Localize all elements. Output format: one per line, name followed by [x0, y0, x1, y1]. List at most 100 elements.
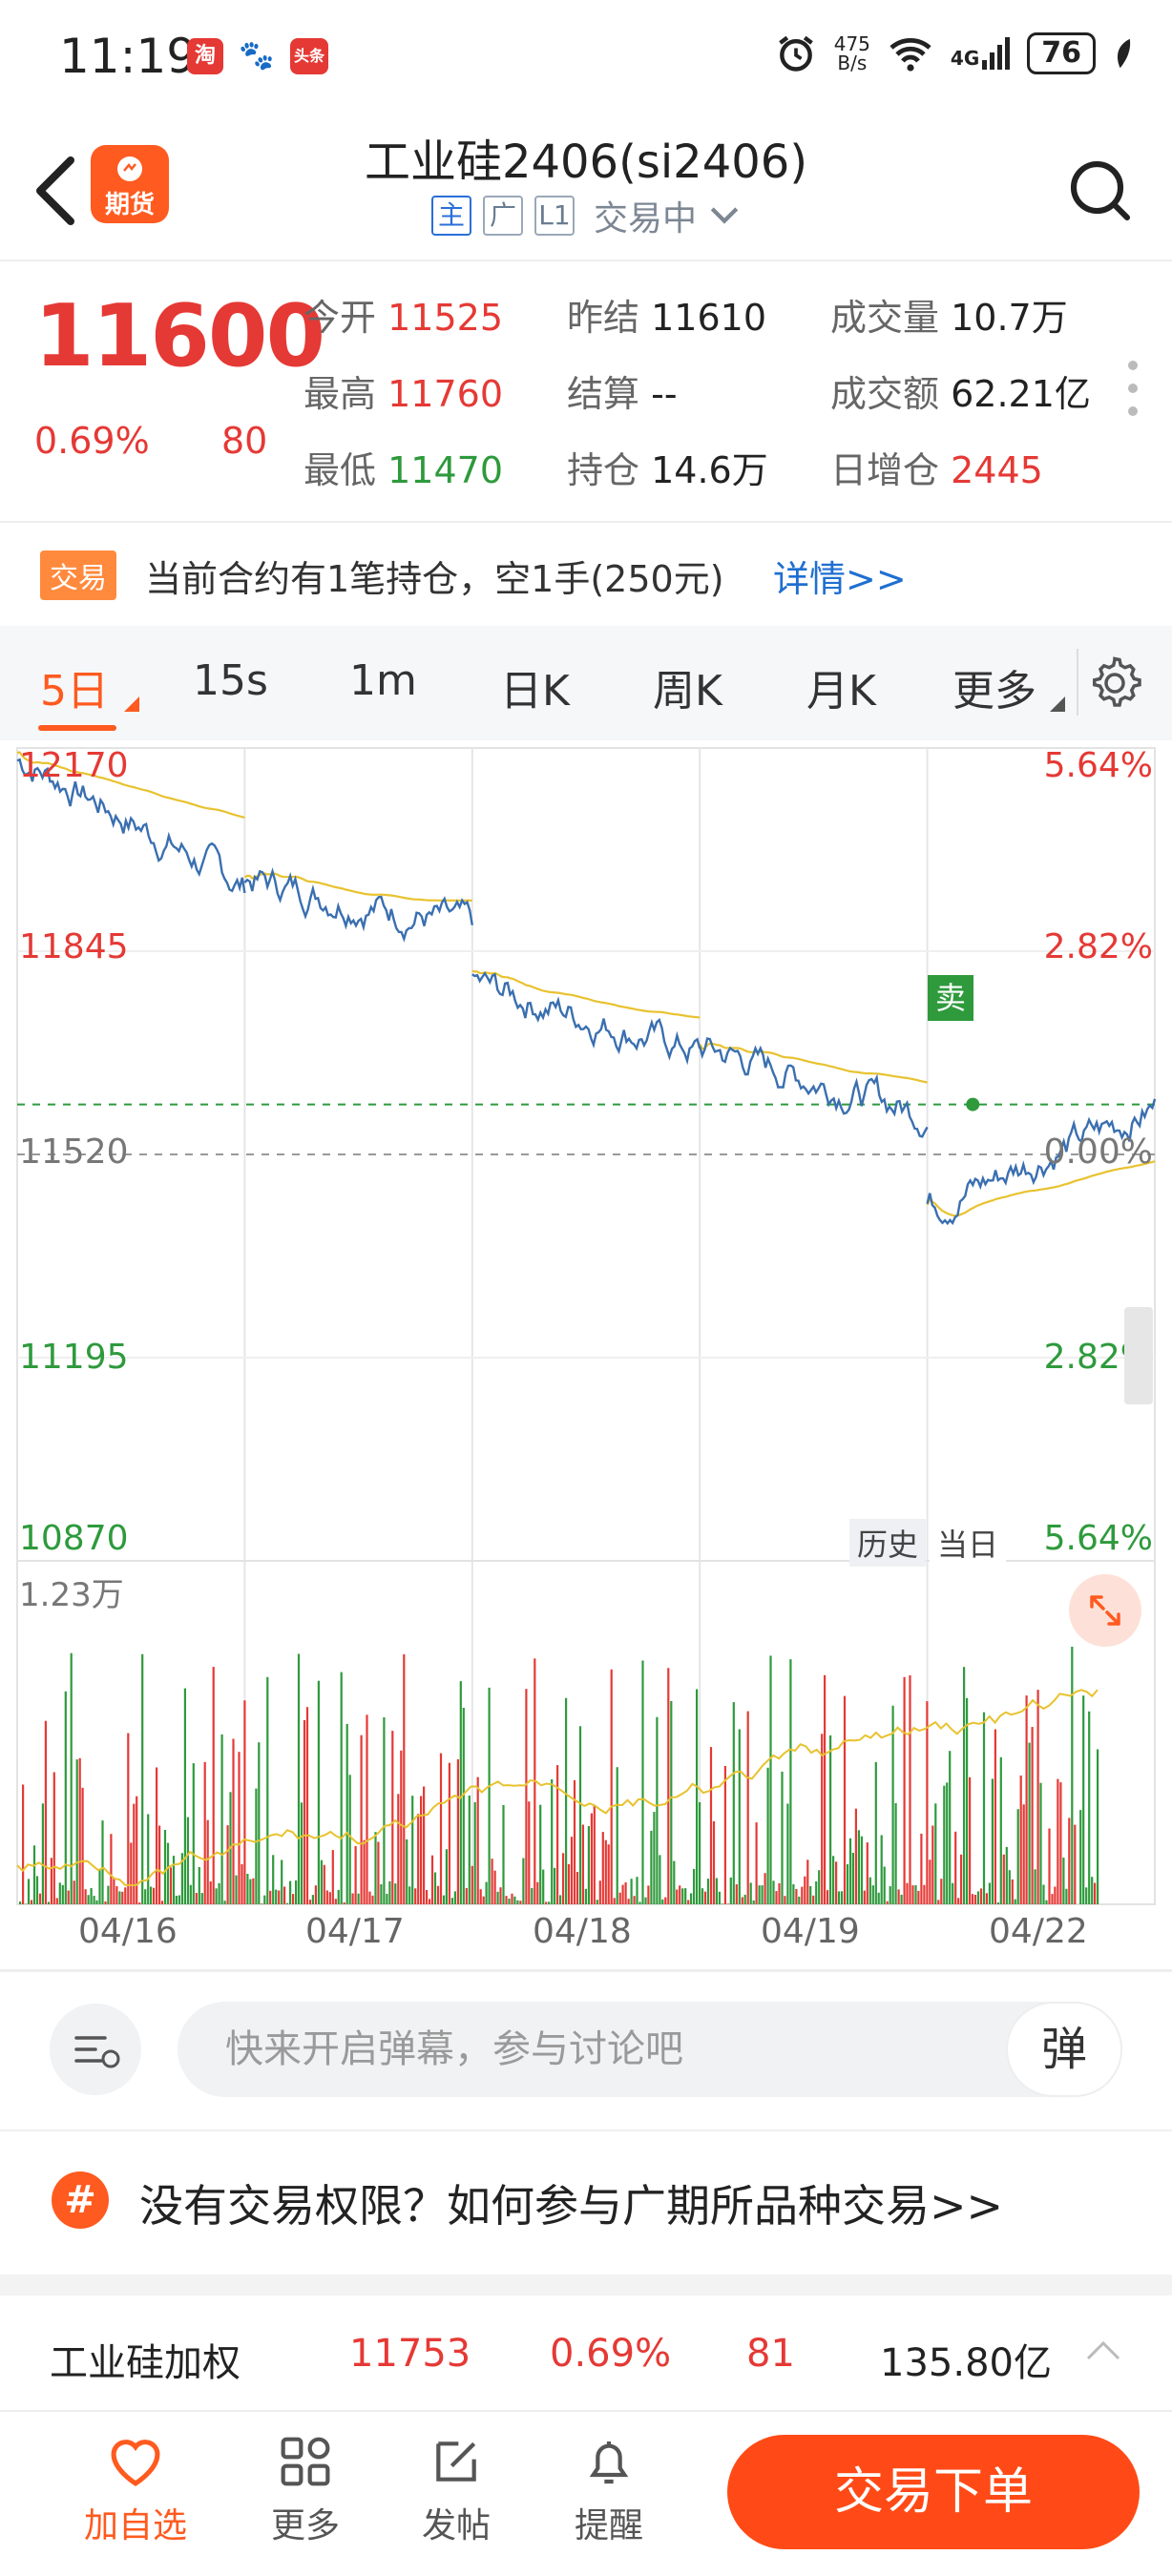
volume-bar [897, 1889, 900, 1904]
volume-bar [180, 1853, 183, 1904]
more-dots-icon[interactable] [1128, 361, 1138, 429]
volume-bar [891, 1705, 894, 1904]
trade-status[interactable]: 交易中 [593, 199, 697, 239]
volume-bar [366, 1714, 368, 1904]
chevron-down-icon[interactable] [708, 204, 741, 227]
volume-bar [95, 1900, 98, 1904]
tab-monthly-k[interactable]: 月K [806, 667, 876, 716]
tab-weekly-k[interactable]: 周K [653, 667, 722, 716]
tab-15s[interactable]: 15s [193, 656, 268, 705]
volume-bar [920, 1833, 923, 1904]
volume-bar [914, 1884, 917, 1904]
volume-bar [556, 1765, 559, 1904]
promo-banner[interactable] [0, 2129, 1172, 2273]
volume-bar [58, 1882, 61, 1904]
chevron-up-icon[interactable] [1084, 2337, 1122, 2362]
volume-bar [840, 1891, 844, 1904]
stat-open-interest: 持仓 14.6万 [567, 449, 768, 491]
nav-more[interactable]: 更多 [248, 2435, 363, 2547]
volume-bar [906, 1882, 909, 1904]
volume-bar [960, 1854, 963, 1904]
search-icon[interactable] [1067, 157, 1134, 224]
volume-bar [1082, 1695, 1085, 1904]
volume-bar [130, 1842, 133, 1904]
volume-bar [616, 1767, 618, 1904]
tab-1m[interactable]: 1m [349, 656, 417, 705]
history-button[interactable]: 历史 [849, 1519, 927, 1567]
nav-post[interactable]: 发帖 [399, 2435, 513, 2547]
volume-bar [436, 1885, 440, 1904]
details-link[interactable]: 详情>> [773, 558, 907, 600]
volume-bar [87, 1895, 90, 1904]
tab-more[interactable]: 更多 [952, 667, 1036, 716]
volume-bar [156, 1767, 158, 1904]
volume-bar [305, 1707, 309, 1904]
volume-bar [866, 1842, 869, 1904]
volume-bar [1025, 1695, 1028, 1904]
today-button[interactable]: 当日 [930, 1519, 1007, 1567]
volume-bar [636, 1877, 638, 1904]
volume-bar [223, 1901, 226, 1904]
nav-add-watchlist[interactable]: 加自选 [78, 2435, 193, 2547]
volume-bar [178, 1895, 180, 1904]
volume-bar [618, 1892, 621, 1904]
chart-scroll-handle[interactable] [1124, 1307, 1153, 1404]
tab-5day[interactable]: 5日 [40, 667, 109, 716]
volume-bar [311, 1895, 314, 1904]
period-tabs [0, 626, 1172, 740]
nav-reminder[interactable]: 提醒 [552, 2435, 666, 2547]
place-order-button[interactable]: 交易下单 [727, 2435, 1140, 2549]
volume-bar [147, 1814, 150, 1904]
gear-icon[interactable] [1086, 654, 1143, 712]
intraday-chart[interactable] [0, 740, 1172, 1931]
volume-bar [32, 1845, 36, 1904]
volume-bar [641, 1660, 644, 1904]
volume-bar [1065, 1888, 1068, 1904]
volume-bar [1085, 1887, 1088, 1904]
change-value: 80 [221, 420, 268, 462]
average-price-line [16, 751, 1156, 1217]
price-axis-label: 11845 [19, 927, 129, 966]
expand-chart-button[interactable] [1069, 1574, 1141, 1647]
volume-bar [195, 1893, 198, 1904]
danmaku-input[interactable]: 快来开启弹幕，参与讨论吧 [178, 2002, 1122, 2097]
promo-text[interactable]: 没有交易权限？如何参与广期所品种交易>> [139, 2180, 1004, 2232]
volume-bar [539, 1804, 542, 1904]
volume-bar [536, 1881, 539, 1904]
volume-bar [806, 1859, 809, 1904]
volume-bar [383, 1717, 386, 1904]
volume-bar [1057, 1778, 1059, 1904]
volume-bar [729, 1877, 732, 1904]
volume-bar [1094, 1882, 1097, 1904]
volume-bar [837, 1891, 841, 1904]
volume-bar [300, 1802, 303, 1904]
tab-daily-k[interactable]: 日K [500, 667, 570, 716]
back-arrow-icon[interactable] [29, 153, 86, 229]
volume-bar [545, 1901, 548, 1904]
volume-bar [511, 1893, 513, 1904]
volume-bar [115, 1886, 118, 1904]
volume-bar [368, 1891, 371, 1904]
volume-bar [44, 1720, 47, 1904]
volume-bar [35, 1876, 39, 1904]
volume-bar [889, 1886, 891, 1904]
volume-bar [1071, 1647, 1074, 1904]
danmaku-toggle-button[interactable]: 弹 [1006, 2002, 1122, 2097]
volume-bar [266, 1676, 269, 1904]
volume-bar [900, 1894, 903, 1904]
volume-bar [551, 1779, 554, 1904]
volume-bar [604, 1839, 607, 1904]
volume-bar [542, 1869, 545, 1904]
volume-bar [792, 1884, 795, 1904]
volume-bar [801, 1886, 804, 1904]
volume-bar [943, 1785, 946, 1904]
volume-bar [269, 1890, 272, 1904]
volume-bar [804, 1876, 806, 1904]
quote-divider [0, 521, 1172, 523]
volume-bar [295, 1880, 298, 1904]
volume-bar [562, 1853, 565, 1904]
danmaku-settings-button[interactable] [50, 2004, 141, 2095]
volume-bar [183, 1688, 186, 1904]
sell-marker[interactable]: 卖 [928, 975, 973, 1021]
volume-bar [408, 1886, 411, 1904]
